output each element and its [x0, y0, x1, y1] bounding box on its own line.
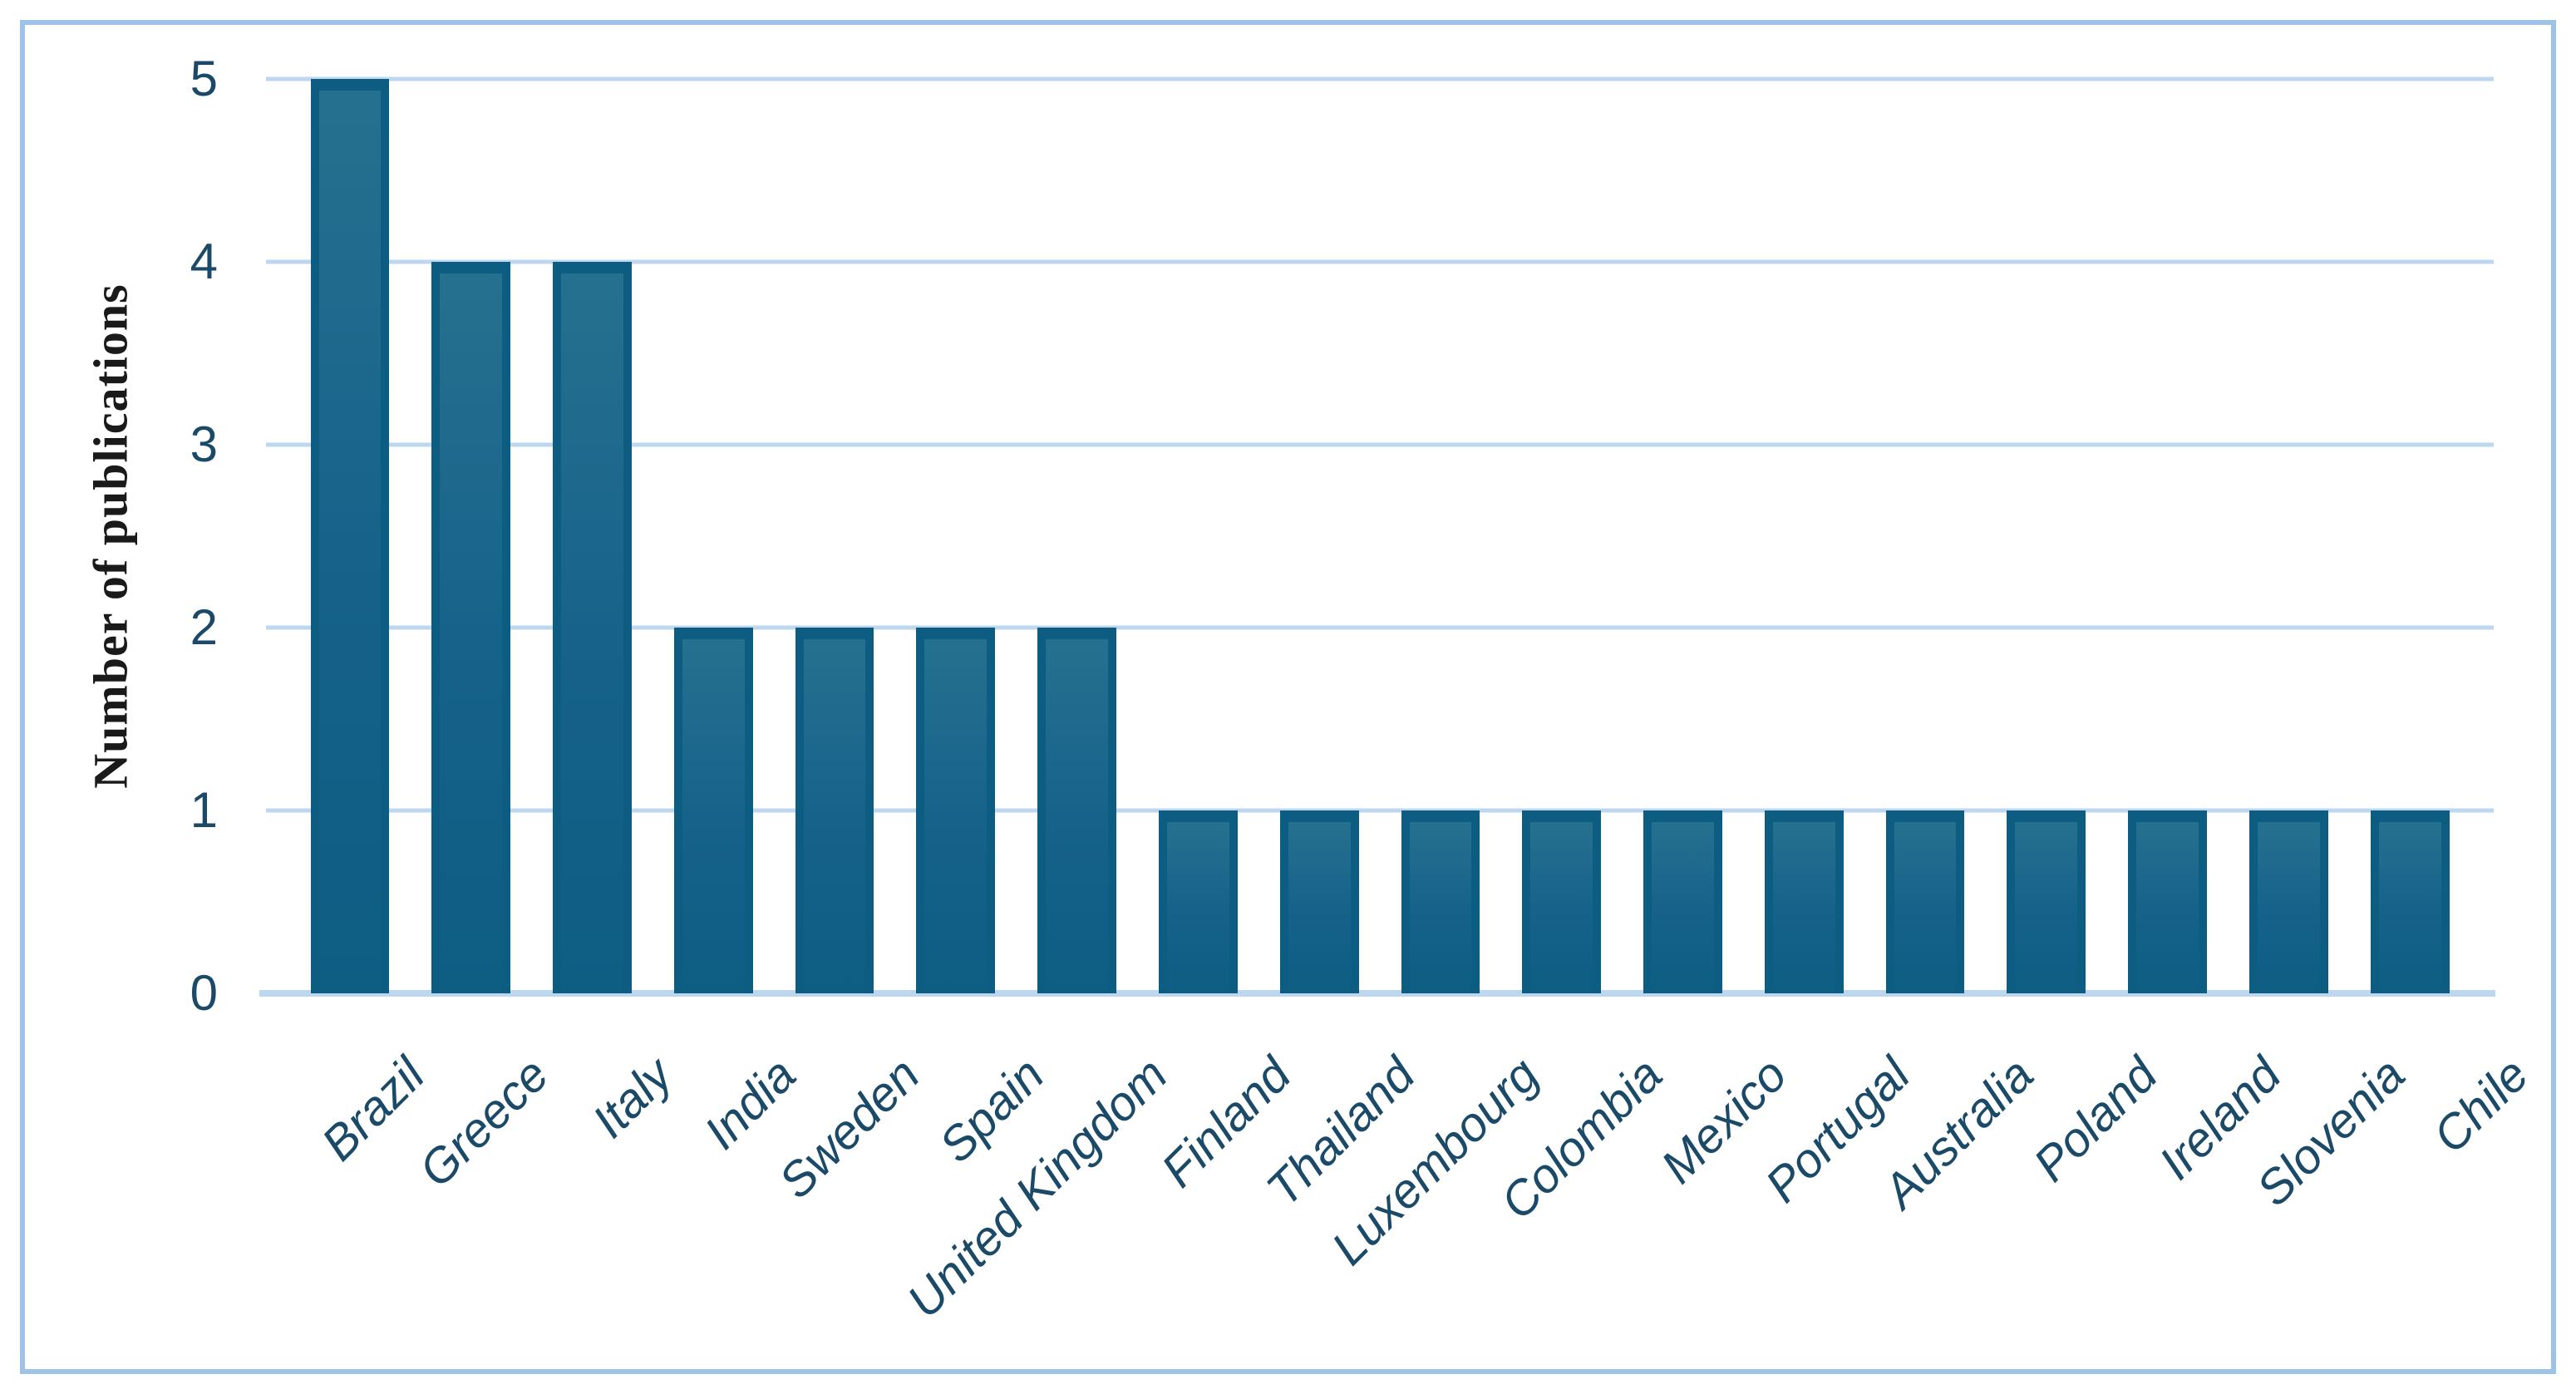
bar-sweden — [795, 628, 874, 993]
bar-slot — [2229, 79, 2350, 993]
bar-slot — [2349, 79, 2470, 993]
gridline-2 — [266, 625, 2494, 630]
bar-finland — [1158, 810, 1238, 993]
x-label-cell: Mexico — [1651, 1002, 1797, 1367]
x-label-cell: India — [661, 1002, 806, 1367]
bar-slot — [1017, 79, 1138, 993]
y-tick-label-3: 3 — [190, 416, 218, 472]
bar-australia — [1885, 810, 1965, 993]
x-label-cell: Italy — [537, 1002, 682, 1367]
x-axis-label-slovenia: Slovenia — [2246, 1047, 2416, 1217]
gridline-3 — [266, 442, 2494, 447]
bar-greece — [431, 262, 511, 993]
bar-slot — [532, 79, 653, 993]
x-axis-label-sweden: Sweden — [768, 1047, 931, 1209]
bar-slot — [1743, 79, 1864, 993]
y-tick-label-2: 2 — [190, 599, 218, 655]
x-label-cell: Poland — [2022, 1002, 2168, 1367]
bar-poland — [2007, 810, 2086, 993]
bar-chile — [2370, 810, 2450, 993]
bar-india — [673, 628, 753, 993]
bar-slot — [1623, 79, 1744, 993]
bar-slot — [1864, 79, 1986, 993]
bar-slot — [1986, 79, 2107, 993]
bar-portugal — [1764, 810, 1844, 993]
x-axis-line — [259, 990, 2495, 997]
bar-colombia — [1522, 810, 1602, 993]
bar-slovenia — [2249, 810, 2328, 993]
y-tick-label-0: 0 — [190, 965, 218, 1021]
plot-area: 0 1 2 3 4 5 — [190, 54, 2495, 1018]
bar-united-kingdom — [1037, 628, 1116, 993]
gridline-4 — [266, 259, 2494, 264]
bar-luxembourg — [1401, 810, 1480, 993]
bar-slot — [895, 79, 1017, 993]
x-label-cell: Australia — [1874, 1002, 2045, 1367]
x-label-cell: Finland — [1151, 1002, 1301, 1367]
x-label-cell: Greece — [409, 1002, 559, 1367]
x-label-cell: Chile — [2393, 1002, 2539, 1367]
bar-slot — [653, 79, 774, 993]
x-axis-labels: Brazil Greece Italy India Sweden Spain United … — [266, 1002, 2540, 1367]
x-label-cell: Slovenia — [2247, 1002, 2416, 1367]
x-axis-label-australia: Australia — [1873, 1047, 2045, 1219]
bar-slot — [2107, 79, 2229, 993]
bar-slot — [774, 79, 895, 993]
x-label-cell: Colombia — [1490, 1002, 1672, 1367]
y-tick-label-5: 5 — [190, 51, 218, 106]
y-tick-label-1: 1 — [190, 782, 218, 838]
x-axis-label-greece: Greece — [409, 1047, 559, 1198]
x-label-cell: Ireland — [2145, 1002, 2292, 1367]
bar-spain — [916, 628, 996, 993]
bar-brazil — [310, 79, 390, 993]
bar-slot — [1501, 79, 1623, 993]
bars — [266, 79, 2494, 993]
x-axis-label-chile: Chile — [2423, 1047, 2539, 1164]
gridline-5 — [266, 76, 2494, 81]
bar-slot — [1380, 79, 1501, 993]
bar-slot — [289, 79, 411, 993]
bar-slot — [1258, 79, 1380, 993]
gridline-1 — [266, 808, 2494, 813]
bar-italy — [553, 262, 632, 993]
x-label-cell: Sweden — [769, 1002, 930, 1367]
x-label-cell: Brazil — [289, 1002, 436, 1367]
bar-thailand — [1279, 810, 1359, 993]
bar-slot — [411, 79, 532, 993]
x-label-cell: United Kingdom — [897, 1002, 1178, 1367]
bar-slot — [1137, 79, 1258, 993]
y-axis-title: Number of publications — [83, 283, 138, 789]
y-tick-label-4: 4 — [190, 234, 218, 289]
bar-ireland — [2128, 810, 2207, 993]
bar-mexico — [1643, 810, 1722, 993]
